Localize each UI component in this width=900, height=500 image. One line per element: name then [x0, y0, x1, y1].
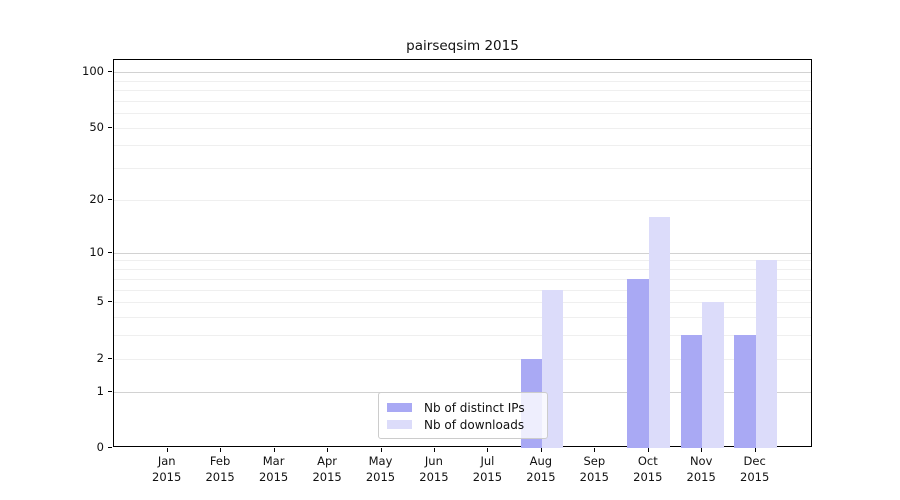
x-tick-mark: [220, 448, 222, 452]
legend-swatch-distinct-ips: [387, 403, 412, 412]
y-gridline-minor: [114, 289, 811, 291]
x-tick-label-nov: Nov 2015: [671, 454, 731, 485]
x-tick-mark: [754, 448, 756, 452]
legend-entry-downloads: Nb of downloads: [387, 417, 538, 432]
y-tick-mark: [108, 390, 112, 392]
y-tick-mark: [108, 447, 112, 448]
y-tick-mark: [108, 251, 112, 253]
y-tick-mark: [108, 199, 112, 200]
y-tick-label: 50: [89, 119, 104, 134]
x-tick-year: 2015: [686, 469, 716, 484]
x-tick-mark: [433, 448, 435, 452]
y-gridline-major: [114, 252, 811, 254]
x-tick-mark: [647, 448, 649, 452]
legend-label-distinct-ips: Nb of distinct IPs: [424, 400, 525, 415]
x-tick-year: 2015: [419, 469, 449, 484]
x-tick-mark: [540, 448, 542, 452]
y-gridline-major: [114, 72, 811, 73]
y-tick-mark: [108, 301, 112, 302]
x-tick-label-apr: Apr 2015: [297, 454, 357, 485]
legend-label-downloads: Nb of downloads: [424, 417, 525, 432]
x-tick-year: 2015: [740, 469, 770, 484]
x-tick-year: 2015: [152, 469, 182, 484]
y-gridline-minor: [114, 316, 811, 318]
y-gridline-minor: [114, 335, 811, 337]
x-tick-mark: [487, 448, 489, 452]
x-tick-label-sep: Sep 2015: [564, 454, 624, 485]
x-tick-mark: [327, 448, 329, 452]
x-tick-year: 2015: [579, 469, 609, 484]
y-gridline-minor: [114, 90, 811, 91]
y-gridline-minor: [114, 269, 811, 270]
y-gridline-minor: [114, 100, 811, 102]
x-tick-label-jul: Jul 2015: [457, 454, 517, 485]
x-tick-label-jun: Jun 2015: [404, 454, 464, 485]
y-tick-label: 100: [82, 64, 104, 78]
x-tick-year: 2015: [633, 469, 663, 484]
y-gridline-minor: [114, 127, 811, 129]
y-gridline-minor: [114, 145, 811, 147]
x-tick-mark: [701, 448, 703, 452]
bar-downloads-dec: [755, 260, 778, 448]
x-tick-year: 2015: [205, 469, 235, 484]
y-tick-label: 20: [89, 192, 104, 206]
x-tick-label-may: May 2015: [351, 454, 411, 485]
x-tick-year: 2015: [472, 469, 503, 484]
x-tick-label-feb: Feb 2015: [190, 454, 250, 485]
y-tick-label: 2: [96, 350, 104, 365]
legend: Nb of distinct IPs Nb of downloads: [378, 392, 548, 439]
y-tick-label: 1: [96, 383, 104, 398]
x-tick-label-jan: Jan 2015: [137, 454, 197, 485]
y-gridline-minor: [114, 200, 811, 201]
x-tick-year: 2015: [365, 469, 396, 484]
legend-swatch-downloads: [387, 420, 412, 429]
x-tick-mark: [166, 448, 168, 452]
bar-downloads-oct: [648, 217, 671, 448]
x-tick-label-oct: Oct 2015: [618, 454, 678, 485]
bar-distinct-ips-oct: [627, 278, 649, 448]
plot-area: [113, 59, 812, 448]
x-tick-mark: [594, 448, 596, 452]
y-gridline-minor: [114, 260, 811, 262]
x-tick-year: 2015: [526, 469, 556, 484]
y-gridline-minor: [114, 358, 811, 360]
x-tick-label-mar: Mar 2015: [244, 454, 304, 485]
y-gridline-minor: [114, 80, 811, 82]
bar-distinct-ips-dec: [734, 335, 756, 448]
bar-distinct-ips-nov: [680, 335, 703, 448]
x-tick-year: 2015: [258, 469, 289, 484]
y-tick-mark: [108, 357, 112, 359]
y-tick-mark: [108, 71, 112, 72]
legend-entry-distinct-ips: Nb of distinct IPs: [387, 400, 538, 415]
y-tick-label: 10: [89, 244, 104, 259]
x-tick-mark: [273, 448, 275, 452]
y-gridline-minor: [114, 302, 811, 303]
y-tick-label: 5: [96, 294, 104, 308]
bar-downloads-nov: [702, 302, 724, 448]
x-tick-label-aug: Aug 2015: [511, 454, 571, 485]
y-gridline-minor: [114, 113, 811, 115]
y-gridline-minor: [114, 278, 811, 280]
y-tick-label: 0: [96, 440, 104, 454]
chart-title: pairseqsim 2015: [406, 38, 519, 54]
x-tick-mark: [380, 448, 382, 452]
y-tick-mark: [108, 126, 112, 128]
x-tick-year: 2015: [312, 469, 342, 484]
y-gridline-minor: [114, 168, 811, 170]
x-tick-label-dec: Dec 2015: [725, 454, 785, 485]
